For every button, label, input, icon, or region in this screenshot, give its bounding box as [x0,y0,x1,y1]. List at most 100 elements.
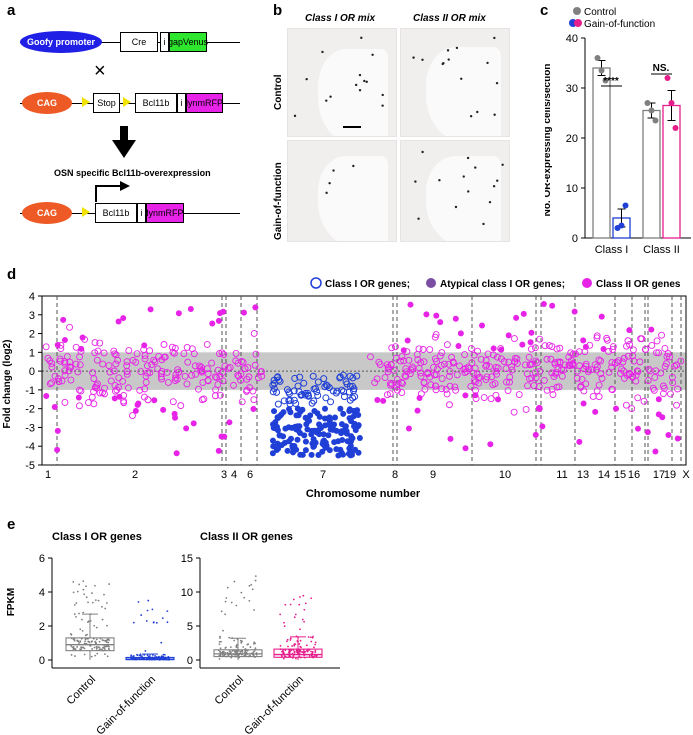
class2-point [244,364,252,372]
class2-point-sig [416,394,423,401]
class2-point [250,330,258,337]
class2-point [90,375,98,383]
class2-point [72,360,80,368]
class2-point [565,362,573,369]
class1-point-sig [299,451,306,458]
jitter-point [299,645,302,648]
class2-point-sig [51,403,58,410]
class1-point [353,372,361,380]
class2-point [387,381,394,389]
class2-point-sig [652,448,659,455]
box [213,649,263,658]
class2-point [624,352,632,360]
class2-point [666,353,673,361]
class1-point-sig [311,408,318,415]
jitter-point [91,592,93,594]
promoter-arrow-icon [95,181,130,202]
class2-point [571,350,579,358]
jitter-point [306,649,308,652]
sig-text: **** [603,76,619,87]
jitter-point [103,593,105,596]
class1-point [320,375,328,383]
class2-point [230,381,237,389]
class2-point-sig [132,407,139,414]
class2-point-sig [215,317,222,324]
cag-promoter: CAG [22,92,72,114]
or-cell-dot [417,217,420,220]
class2-point [218,349,226,357]
class2-point [376,361,384,369]
class2-point [220,351,228,359]
class2-point [406,370,414,378]
class2-point [234,359,242,367]
class2-point [101,384,108,392]
class2-point [552,369,560,376]
jitter-point [302,594,305,597]
panel-e-label: e [7,516,16,533]
class2-point [66,358,74,366]
jitter-point [101,648,103,651]
jitter-point [137,601,140,603]
jitter-point [254,579,257,582]
jitter-point [70,633,73,636]
jitter-point [82,588,85,591]
class2-point [190,350,198,358]
class2-point-sig [487,441,494,448]
class1-point [270,385,278,393]
class2-point [565,353,573,361]
class2-point-sig [655,411,662,418]
class2-point [598,374,606,382]
jitter-point [95,646,98,648]
micrograph-gof-class2 [400,140,510,242]
c-ytick-label: 10 [566,183,578,195]
class2-point [96,389,104,397]
class1-point [346,396,354,404]
or-cell-dot [496,179,499,182]
chromosome-label: 10 [499,469,511,481]
or-cell-dot [462,175,465,178]
class1-point [301,391,309,399]
class2-point [74,368,82,376]
jitter-point [98,640,101,643]
jitter-point [298,603,301,606]
jitter-point [233,580,236,583]
class2-point [181,372,189,380]
jitter-point [299,596,301,598]
class1-point-sig [335,452,342,459]
c-ytick-label: 20 [566,133,578,145]
class1-point-sig [338,428,345,435]
jitter-point [254,575,257,578]
class2-point [157,370,165,377]
jitter-point [240,641,243,644]
class2-point [673,361,681,369]
jitter-point [136,654,139,656]
c-ylabel: No. OR-expressing cells/section [545,64,553,217]
jitter-point [130,655,133,658]
class2-point-sig [209,320,216,327]
e-xtick-label: Control [213,674,247,708]
class1-point-sig [304,426,311,433]
jitter-point [310,650,312,653]
class2-point [93,356,101,364]
class1-point-sig [290,449,297,456]
jitter-point [219,637,221,639]
class2-point [477,355,485,363]
e-xtick-label: Control [65,674,99,708]
class2-point [67,363,75,371]
class1-point-sig [310,436,317,443]
class1-point-sig [317,424,324,431]
jitter-point [307,636,310,638]
class2-point [494,364,502,372]
class2-point-sig [151,397,158,404]
c-ytick-label: 0 [572,233,578,245]
class2-point [661,344,669,352]
class2-point [592,366,600,374]
jitter-point [242,646,245,648]
jitter-point [279,613,282,616]
jitter-point [160,641,163,644]
class2-point-sig [437,319,444,326]
data-point [672,125,679,131]
class1-point-sig [296,423,303,430]
class1-point-sig [274,440,281,447]
class2-point [576,362,583,370]
